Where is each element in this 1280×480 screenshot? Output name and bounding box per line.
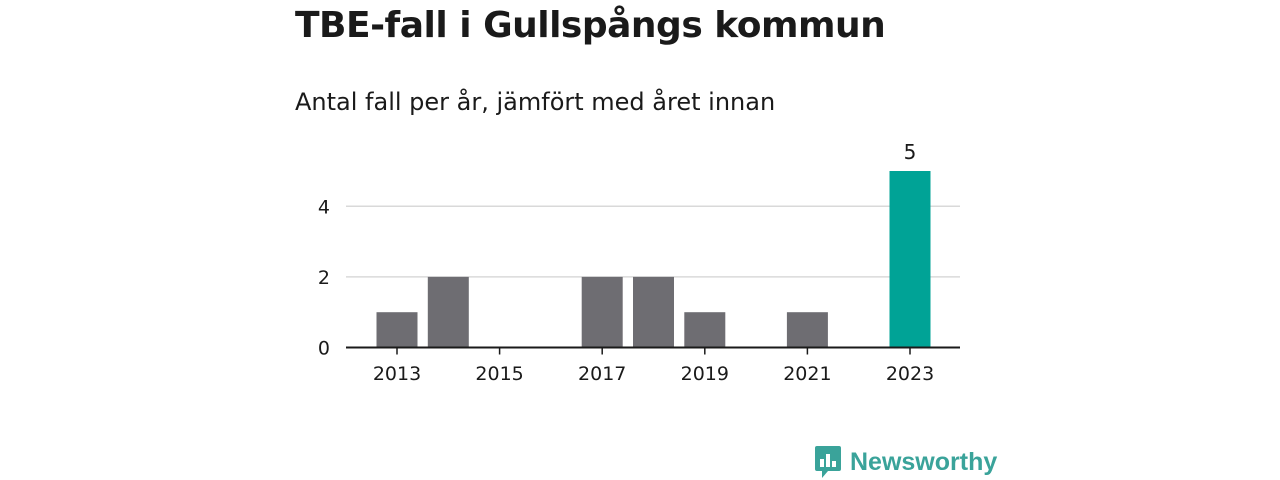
tick-labels: 0 2 4 5 2013 2015 2017 2019 2021 2023 [318,140,934,385]
x-tick-label: 2017 [578,363,626,385]
grid-lines [346,205,960,278]
bar-2023 [889,171,931,348]
y-tick-label: 4 [318,196,330,218]
bar-2018 [633,276,674,348]
bars [376,171,931,348]
brand-name: Newsworthy [850,447,998,476]
bar-2014 [427,276,469,348]
bar-2013 [376,312,418,348]
y-tick-label: 2 [318,267,330,289]
chart-title: TBE-fall i Gullspångs kommun [295,5,886,46]
bar-chart: 0 2 4 5 2013 2015 2017 2019 2021 2023 [318,140,960,385]
axes [346,346,960,355]
y-tick-label: 0 [318,338,330,360]
x-tick-label: 2023 [886,363,934,385]
x-tick-label: 2013 [373,363,421,385]
bar-2017 [581,276,623,348]
bar-2019 [684,312,726,348]
bar-chart-speech-bubble-icon [815,446,841,478]
x-tick-label: 2015 [475,363,523,385]
chart-subtitle: Antal fall per år, jämfört med året inna… [295,88,776,116]
bar-2021 [786,312,828,348]
data-label-2023: 5 [904,140,917,164]
x-tick-label: 2021 [783,363,831,385]
brand-logo: Newsworthy [814,444,997,480]
x-tick-label: 2019 [681,363,729,385]
